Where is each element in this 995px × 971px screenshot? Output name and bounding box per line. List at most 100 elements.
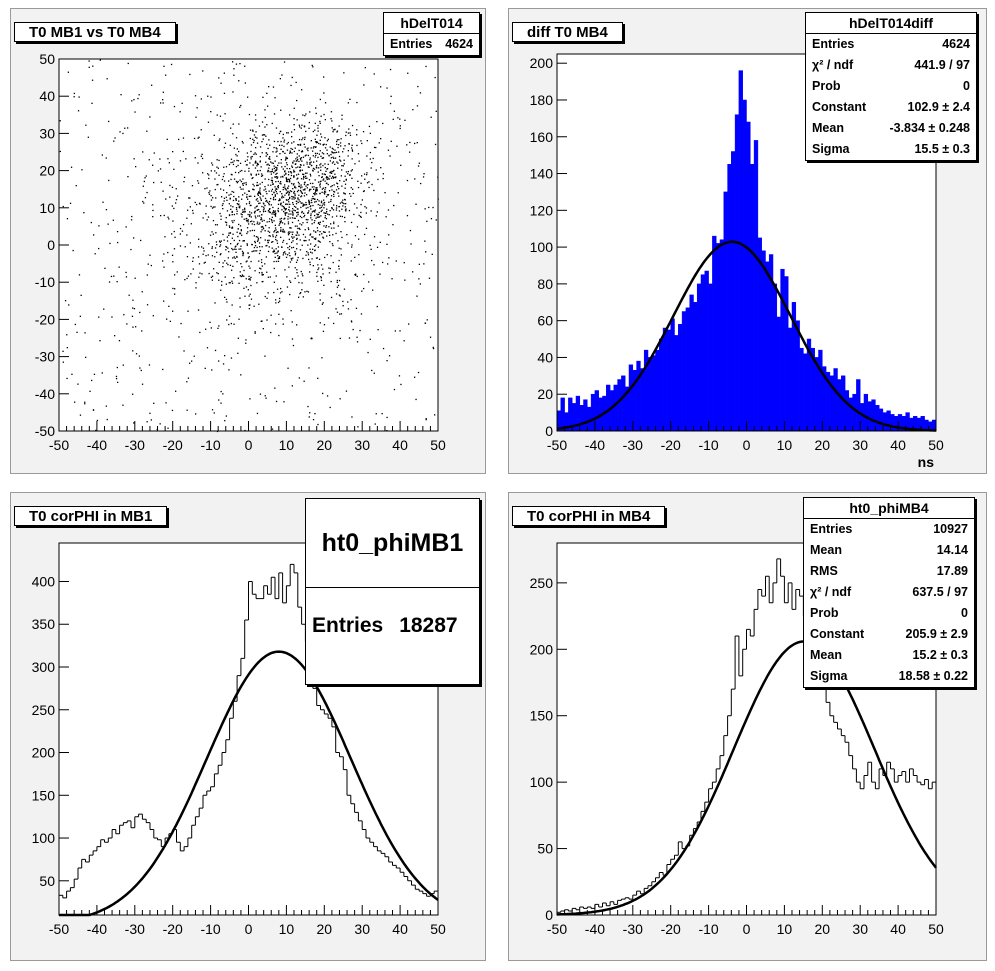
scatter-point xyxy=(206,187,208,189)
scatter-point xyxy=(315,237,317,239)
scatter-point xyxy=(313,210,315,212)
scatter-point xyxy=(318,142,320,145)
scatter-point xyxy=(338,144,340,146)
scatter-point xyxy=(279,223,281,225)
scatter-point xyxy=(286,276,288,278)
scatter-point xyxy=(211,164,214,166)
scatter-point xyxy=(125,271,127,274)
scatter-point xyxy=(294,225,297,227)
scatter-point xyxy=(260,199,262,201)
scatter-point xyxy=(340,313,343,315)
scatter-point xyxy=(293,192,295,194)
y-tick-label: 100 xyxy=(32,830,56,846)
scatter-point xyxy=(163,253,165,255)
scatter-point xyxy=(325,170,327,172)
scatter-point xyxy=(410,243,412,245)
scatter-point xyxy=(318,153,320,155)
scatter-point xyxy=(231,226,234,228)
scatter-point xyxy=(282,241,284,243)
scatter-point xyxy=(310,188,312,191)
scatter-point xyxy=(332,161,335,163)
scatter-point xyxy=(298,185,300,188)
scatter-point xyxy=(149,412,151,414)
scatter-point xyxy=(304,115,306,117)
scatter-point xyxy=(259,187,261,189)
scatter-point xyxy=(361,175,363,177)
scatter-point xyxy=(312,147,315,149)
scatter-point xyxy=(364,206,366,208)
scatter-point xyxy=(281,195,283,197)
scatter-point xyxy=(268,246,270,248)
scatter-point xyxy=(337,284,340,287)
scatter-point xyxy=(181,102,183,104)
y-tick-label: 350 xyxy=(32,616,56,632)
scatter-point xyxy=(163,214,165,217)
scatter-point xyxy=(236,148,238,150)
scatter-point xyxy=(293,150,295,153)
scatter-point xyxy=(291,321,293,323)
x-tick-label: 20 xyxy=(815,921,831,937)
scatter-point xyxy=(239,63,241,65)
scatter-point xyxy=(302,233,305,236)
histogram-bin xyxy=(776,558,781,583)
scatter-point xyxy=(274,230,276,232)
scatter-point xyxy=(62,205,64,208)
scatter-point xyxy=(357,186,360,189)
scatter-point xyxy=(296,243,298,245)
scatter-point xyxy=(235,248,237,250)
scatter-point xyxy=(330,118,332,120)
scatter-point xyxy=(173,230,175,233)
scatter-point xyxy=(190,223,192,225)
scatter-point xyxy=(288,171,290,173)
scatter-point xyxy=(313,192,315,195)
scatter-point xyxy=(314,179,316,181)
scatter-point xyxy=(319,241,321,243)
scatter-point xyxy=(329,160,331,162)
scatter-point xyxy=(212,220,215,222)
scatter-point xyxy=(312,236,314,238)
scatter-point xyxy=(232,199,235,202)
scatter-point xyxy=(246,196,248,199)
scatter-point xyxy=(333,227,335,229)
scatter-point xyxy=(301,169,303,171)
histogram-bin xyxy=(293,564,298,574)
scatter-point xyxy=(348,128,350,130)
scatter-point xyxy=(264,186,266,188)
x-tick-label: -40 xyxy=(87,437,107,453)
scatter-point xyxy=(231,247,233,250)
scatter-point xyxy=(280,202,282,204)
scatter-point xyxy=(290,227,292,229)
scatter-point xyxy=(298,138,301,141)
stats-row: Constant 102.9 ± 2.4 xyxy=(806,97,976,118)
scatter-point xyxy=(370,248,372,250)
scatter-point xyxy=(224,355,226,357)
scatter-point xyxy=(218,174,220,176)
histogram-bin xyxy=(384,853,389,858)
scatter-point xyxy=(298,377,300,379)
scatter-point xyxy=(261,152,263,154)
scatter-point xyxy=(233,248,236,250)
scatter-point xyxy=(317,130,319,132)
scatter-point xyxy=(382,122,384,125)
scatter-point xyxy=(218,77,220,79)
scatter-point xyxy=(341,185,343,187)
scatter-point xyxy=(340,248,342,250)
scatter-point xyxy=(236,213,238,215)
scatter-point xyxy=(337,192,339,194)
scatter-point xyxy=(419,92,422,94)
scatter-point xyxy=(224,276,226,278)
scatter-point xyxy=(283,145,285,148)
scatter-point xyxy=(280,162,282,164)
scatter-point xyxy=(271,428,274,430)
scatter-point xyxy=(191,185,194,187)
scatter-point xyxy=(297,144,299,146)
scatter-point xyxy=(199,331,201,334)
scatter-point xyxy=(343,203,345,205)
scatter-point xyxy=(225,298,228,301)
histogram-bin xyxy=(202,794,207,809)
y-tick-label: 20 xyxy=(537,386,553,402)
scatter-point xyxy=(305,239,307,242)
scatter-point xyxy=(228,163,231,166)
stats-label: χ² / ndf xyxy=(812,58,854,72)
scatter-point xyxy=(287,203,289,205)
